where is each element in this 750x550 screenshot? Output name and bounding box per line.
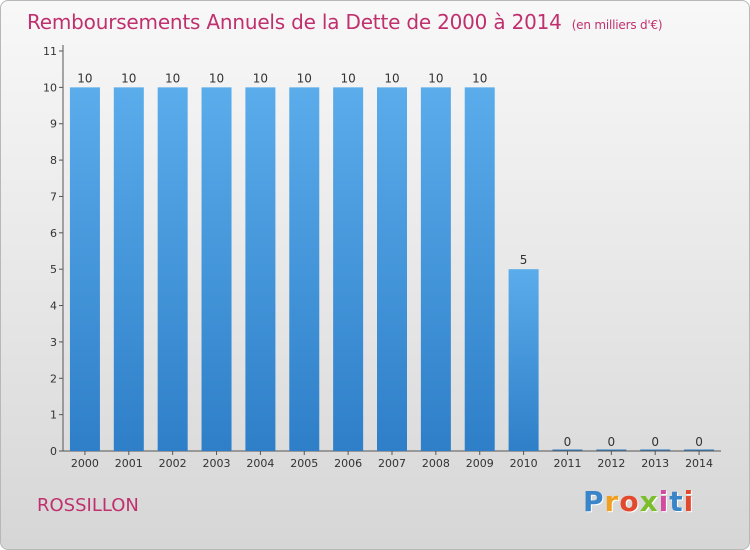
- x-tick-label-2006: 2006: [334, 457, 362, 470]
- logo-letter: r: [604, 485, 620, 518]
- chart-labels: 10 10 10 10 10 10 10 10 10 10 5 0 0 0 0: [77, 71, 703, 449]
- x-tick-label-2008: 2008: [422, 457, 450, 470]
- y-tick-label: 4: [50, 300, 57, 313]
- data-label-2006: 10: [340, 71, 355, 85]
- data-label-2013: 0: [651, 435, 659, 449]
- data-label-2011: 0: [564, 435, 572, 449]
- bar-2001: [113, 87, 144, 451]
- bar-2010: [508, 269, 539, 451]
- data-label-2014: 0: [695, 435, 703, 449]
- bar-2008: [420, 87, 451, 451]
- y-tick-label: 10: [43, 81, 57, 94]
- x-tick-label-2013: 2013: [641, 457, 669, 470]
- x-tick-label-2001: 2001: [115, 457, 143, 470]
- y-tick-label: 2: [50, 372, 57, 385]
- data-label-2003: 10: [209, 71, 224, 85]
- bar-2006: [333, 87, 364, 451]
- logo-letter: t: [669, 485, 684, 518]
- chart-bars: [69, 87, 715, 451]
- y-tick-label: 1: [50, 409, 57, 422]
- y-tick-label: 5: [50, 263, 57, 276]
- y-tick-label: 8: [50, 154, 57, 167]
- logo-letter: o: [619, 485, 640, 518]
- y-tick-label: 3: [50, 336, 57, 349]
- x-tick-label-2010: 2010: [510, 457, 538, 470]
- data-label-2009: 10: [472, 71, 487, 85]
- y-tick-label: 11: [43, 45, 57, 58]
- y-tick-label: 9: [50, 118, 57, 131]
- logo-letter: i: [683, 485, 695, 518]
- data-label-2012: 0: [608, 435, 616, 449]
- chart-title-text: Remboursements Annuels de la Dette de 20…: [27, 10, 562, 34]
- bar-2004: [245, 87, 276, 451]
- y-tick-label: 7: [50, 190, 57, 203]
- data-label-2002: 10: [165, 71, 180, 85]
- chart-axes: 0 1 2 3 4 5 6 7 8 9 10 11 2000 2001 2002 2003 2004 2005 20…: [43, 45, 721, 470]
- bar-2003: [201, 87, 232, 451]
- x-tick-label-2009: 2009: [466, 457, 494, 470]
- data-label-2001: 10: [121, 71, 136, 85]
- logo-letter: x: [639, 485, 659, 518]
- proxiti-logo: Proxiti: [583, 485, 694, 518]
- x-tick-label-2012: 2012: [597, 457, 625, 470]
- bar-2007: [377, 87, 407, 451]
- chart-unit-label: (en milliers d'€): [571, 18, 663, 32]
- bar-2002: [157, 87, 188, 451]
- bar-2009: [464, 87, 495, 451]
- data-label-2007: 10: [384, 71, 399, 85]
- logo-letter: i: [658, 485, 670, 518]
- y-tick-label: 6: [50, 227, 57, 240]
- data-label-2004: 10: [253, 71, 268, 85]
- x-tick-label-2011: 2011: [553, 457, 581, 470]
- y-tick-label: 0: [50, 445, 57, 458]
- bar-2005: [289, 87, 320, 451]
- logo-letter: P: [583, 485, 605, 518]
- chart-title: Remboursements Annuels de la Dette de 20…: [27, 10, 663, 34]
- data-label-2005: 10: [297, 71, 312, 85]
- x-tick-label-2014: 2014: [685, 457, 713, 470]
- x-tick-label-2003: 2003: [203, 457, 231, 470]
- data-label-2008: 10: [428, 71, 443, 85]
- x-tick-label-2000: 2000: [71, 457, 99, 470]
- x-tick-label-2002: 2002: [159, 457, 187, 470]
- bar-2000: [69, 87, 100, 451]
- commune-name: ROSSILLON: [37, 495, 139, 516]
- data-label-2010: 5: [520, 253, 528, 267]
- x-tick-label-2005: 2005: [290, 457, 318, 470]
- x-tick-label-2004: 2004: [246, 457, 274, 470]
- data-label-2000: 10: [77, 71, 92, 85]
- x-tick-label-2007: 2007: [378, 457, 406, 470]
